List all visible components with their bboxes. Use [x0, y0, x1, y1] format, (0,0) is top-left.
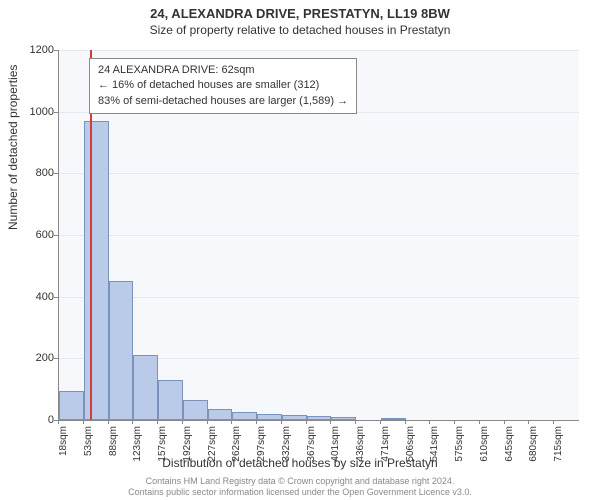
info-box-line-1: 24 ALEXANDRA DRIVE: 62sqm — [98, 63, 348, 78]
x-tick — [306, 420, 307, 424]
gridline-h — [59, 297, 579, 298]
x-tick — [330, 420, 331, 424]
gridline-h — [59, 235, 579, 236]
info-box-line-2: ← 16% of detached houses are smaller (31… — [98, 78, 348, 93]
x-tick — [429, 420, 430, 424]
y-tick — [54, 50, 58, 51]
histogram-bar — [282, 415, 307, 420]
y-tick-label: 400 — [14, 291, 54, 303]
x-tick — [380, 420, 381, 424]
histogram-bar — [331, 417, 356, 420]
plot-area: 24 ALEXANDRA DRIVE: 62sqm← 16% of detach… — [58, 50, 579, 421]
histogram-bar — [208, 409, 233, 420]
y-tick — [54, 358, 58, 359]
x-tick — [157, 420, 158, 424]
title-sub: Size of property relative to detached ho… — [0, 21, 600, 37]
y-axis-label: Number of detached properties — [6, 65, 20, 230]
histogram-bar — [307, 416, 332, 420]
chart-container: 24, ALEXANDRA DRIVE, PRESTATYN, LL19 8BW… — [0, 0, 600, 500]
x-tick — [207, 420, 208, 424]
histogram-bar — [133, 355, 158, 420]
histogram-bar — [232, 412, 257, 420]
x-tick — [108, 420, 109, 424]
x-tick — [231, 420, 232, 424]
y-tick-label: 0 — [14, 414, 54, 426]
y-tick-label: 600 — [14, 229, 54, 241]
y-tick — [54, 173, 58, 174]
y-tick-label: 1200 — [14, 44, 54, 56]
histogram-bar — [257, 414, 282, 420]
x-tick — [405, 420, 406, 424]
y-tick — [54, 112, 58, 113]
x-tick — [504, 420, 505, 424]
x-tick — [479, 420, 480, 424]
info-box-line-3: 83% of semi-detached houses are larger (… — [98, 94, 348, 109]
x-tick — [553, 420, 554, 424]
x-tick — [256, 420, 257, 424]
y-tick — [54, 235, 58, 236]
x-tick — [454, 420, 455, 424]
y-tick-label: 1000 — [14, 106, 54, 118]
x-tick — [281, 420, 282, 424]
x-tick — [528, 420, 529, 424]
histogram-bar — [59, 391, 84, 420]
histogram-bar — [158, 380, 183, 420]
x-tick — [182, 420, 183, 424]
footer-line-2: Contains public sector information licen… — [128, 487, 472, 497]
info-box: 24 ALEXANDRA DRIVE: 62sqm← 16% of detach… — [89, 58, 357, 114]
footer-line-1: Contains HM Land Registry data © Crown c… — [146, 476, 455, 486]
x-tick — [58, 420, 59, 424]
histogram-bar — [84, 121, 109, 420]
x-tick — [355, 420, 356, 424]
y-tick — [54, 297, 58, 298]
histogram-bar — [183, 400, 208, 420]
x-axis-label: Distribution of detached houses by size … — [0, 456, 600, 470]
y-tick-label: 800 — [14, 167, 54, 179]
x-tick — [83, 420, 84, 424]
gridline-h — [59, 50, 579, 51]
footer-attribution: Contains HM Land Registry data © Crown c… — [0, 476, 600, 498]
histogram-bar — [381, 418, 406, 420]
x-tick — [132, 420, 133, 424]
y-tick-label: 200 — [14, 352, 54, 364]
title-main: 24, ALEXANDRA DRIVE, PRESTATYN, LL19 8BW — [0, 0, 600, 21]
gridline-h — [59, 173, 579, 174]
histogram-bar — [109, 281, 134, 420]
